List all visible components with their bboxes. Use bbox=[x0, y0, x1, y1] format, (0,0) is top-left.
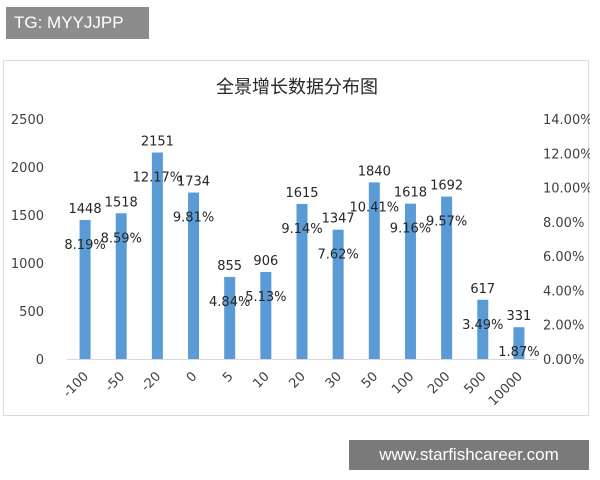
x-tick-label: 100 bbox=[389, 369, 417, 397]
watermark-label: TG: MYYJJPP bbox=[6, 7, 149, 39]
x-tick-label: 10 bbox=[250, 369, 272, 391]
bar bbox=[260, 272, 272, 359]
y2-tick-label: 10.00% bbox=[543, 182, 590, 197]
bar-value-label: 1448 bbox=[69, 202, 102, 217]
bar bbox=[188, 192, 200, 359]
y2-tick-label: 8.00% bbox=[543, 216, 584, 231]
x-tick-label: 10000 bbox=[486, 369, 526, 409]
bar-value-label: 617 bbox=[470, 282, 495, 297]
bar-value-label: 331 bbox=[507, 309, 532, 324]
bar-percent-label: 12.17% bbox=[133, 171, 183, 186]
bar-value-label: 1518 bbox=[105, 195, 138, 210]
x-tick-label: -100 bbox=[60, 369, 91, 400]
right-y-axis: 0.00% 2.00% 4.00% 6.00% 8.00% 10.00% 12.00% 14.… bbox=[543, 113, 590, 368]
bar bbox=[79, 219, 91, 359]
y2-tick-label: 14.00% bbox=[543, 113, 590, 128]
bar-value-label: 1615 bbox=[285, 186, 318, 201]
bar-value-label: 906 bbox=[253, 254, 278, 269]
y2-tick-label: 4.00% bbox=[543, 284, 584, 299]
x-tick-label: 20 bbox=[287, 369, 309, 391]
bar-percent-label: 5.13% bbox=[245, 290, 286, 305]
bar-value-label: 1734 bbox=[177, 175, 210, 190]
bar-percent-label: 8.59% bbox=[101, 231, 142, 246]
x-tick-label: 500 bbox=[461, 369, 489, 397]
bar-value-label: 855 bbox=[217, 259, 242, 274]
bar-value-label: 1618 bbox=[394, 186, 427, 201]
bar-percent-label: 9.14% bbox=[281, 222, 322, 237]
y-tick-label: 0 bbox=[36, 353, 44, 368]
y-tick-label: 1000 bbox=[11, 257, 44, 272]
bar-percent-label: 9.57% bbox=[426, 215, 467, 230]
bar-value-label: 2151 bbox=[141, 135, 174, 150]
bar bbox=[477, 299, 489, 359]
y2-tick-label: 6.00% bbox=[543, 250, 584, 265]
x-tick-label: -50 bbox=[102, 369, 128, 395]
bar-series bbox=[79, 152, 525, 359]
y-tick-label: 1500 bbox=[11, 209, 44, 224]
bar-percent-label: 8.19% bbox=[64, 238, 105, 253]
bar-value-label: 1692 bbox=[430, 179, 463, 194]
x-tick-label: 50 bbox=[359, 369, 381, 391]
chart-title: 全景增长数据分布图 bbox=[216, 77, 378, 98]
y-tick-label: 2500 bbox=[11, 113, 44, 128]
chart-container: 全景增长数据分布图 0 500 1000 1500 2000 2500 0.00% 2.00… bbox=[3, 60, 590, 416]
bar bbox=[151, 152, 163, 359]
x-tick-label: 0 bbox=[184, 369, 200, 385]
y2-tick-label: 0.00% bbox=[543, 353, 584, 368]
site-url-badge: www.starfishcareer.com bbox=[349, 440, 589, 470]
bar bbox=[332, 229, 344, 359]
bar bbox=[296, 203, 308, 359]
bar-value-label: 1840 bbox=[358, 164, 391, 179]
y2-tick-label: 2.00% bbox=[543, 319, 584, 334]
x-tick-label: 30 bbox=[323, 369, 345, 391]
bar-percent-label: 9.16% bbox=[390, 222, 431, 237]
bar-percent-label: 9.81% bbox=[173, 211, 214, 226]
bar-percent-label: 4.84% bbox=[209, 295, 250, 310]
y-tick-label: 2000 bbox=[11, 161, 44, 176]
bar bbox=[513, 327, 525, 359]
bar-percent-label: 1.87% bbox=[498, 345, 539, 360]
bar-percent-label: 10.41% bbox=[350, 200, 400, 215]
bar-percent-label: 7.62% bbox=[317, 248, 358, 263]
bar bbox=[368, 182, 380, 359]
x-tick-label: -20 bbox=[139, 369, 165, 395]
bar bbox=[441, 196, 453, 359]
x-tick-label: 5 bbox=[220, 369, 236, 385]
y2-tick-label: 12.00% bbox=[543, 147, 590, 162]
bar bbox=[224, 276, 236, 359]
bar bbox=[404, 203, 416, 359]
left-y-axis: 0 500 1000 1500 2000 2500 bbox=[11, 113, 44, 368]
bar-percent-label: 3.49% bbox=[462, 318, 503, 333]
bar-value-label: 1347 bbox=[322, 212, 355, 227]
data-labels: 1448 8.19% 1518 8.59% 2151 12.17%1734 9.81% 855… bbox=[64, 135, 539, 361]
bar bbox=[115, 213, 127, 359]
y-tick-label: 500 bbox=[19, 305, 44, 320]
x-tick-label: 200 bbox=[425, 369, 453, 397]
